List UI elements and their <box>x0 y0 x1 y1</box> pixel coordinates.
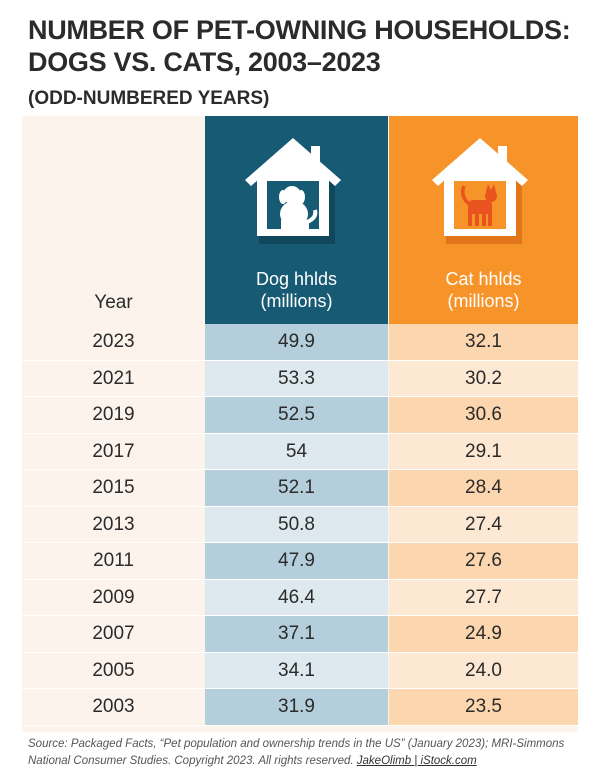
table-row: 2023 49.9 32.1 <box>22 324 578 361</box>
dog-value-cell: 34.1 <box>205 652 388 689</box>
table-row: 2009 46.4 27.7 <box>22 579 578 616</box>
year-cell: 2017 <box>22 433 205 470</box>
title-line-1: NUMBER OF PET-OWNING HOUSEHOLDS: <box>28 15 571 45</box>
row-divider <box>22 359 578 361</box>
cat-value-cell: 27.4 <box>389 506 578 543</box>
year-cell: 2007 <box>22 616 205 653</box>
dog-value-cell: 50.8 <box>205 506 388 543</box>
cat-value-cell: 30.6 <box>389 397 578 434</box>
header-cat-line-2: (millions) <box>447 291 520 311</box>
row-divider <box>22 615 578 616</box>
title-line-2: DOGS VS. CATS, 2003–2023 <box>28 47 381 77</box>
year-cell: 2015 <box>22 470 205 507</box>
cat-value-cell: 27.6 <box>389 543 578 580</box>
cat-value-cell: 27.7 <box>389 579 578 616</box>
dog-value-cell: 46.4 <box>205 579 388 616</box>
year-cell: 2011 <box>22 543 205 580</box>
cat-value-cell: 24.0 <box>389 652 578 689</box>
year-cell: 2003 <box>22 689 205 726</box>
year-cell: 2013 <box>22 506 205 543</box>
table-row: 2017 54 29.1 <box>22 433 578 470</box>
dog-value-cell: 53.3 <box>205 360 388 397</box>
cat-value-cell: 30.2 <box>389 360 578 397</box>
table-row: 2021 53.3 30.2 <box>22 360 578 397</box>
header-cat-column: Cat hhlds (millions) <box>389 116 578 324</box>
dog-value-cell: 31.9 <box>205 689 388 726</box>
year-cell: 2005 <box>22 652 205 689</box>
cat-value-cell: 32.1 <box>389 324 578 361</box>
cat-value-cell: 24.9 <box>389 616 578 653</box>
header-dog-label: Dog hhlds (millions) <box>205 268 388 312</box>
dog-value-cell: 52.5 <box>205 397 388 434</box>
table-row: 2011 47.9 27.6 <box>22 543 578 580</box>
dog-house-icon <box>244 138 341 244</box>
table-row: 2013 50.8 27.4 <box>22 506 578 543</box>
header-dog-line-1: Dog hhlds <box>255 269 338 289</box>
year-cell: 2023 <box>22 324 205 361</box>
table-body: 2023 49.9 32.1 2021 53.3 30.2 2019 52.5 30.6 2017… <box>22 324 578 726</box>
dog-value-cell: 52.1 <box>205 470 388 507</box>
header-dog-column: Dog hhlds (millions) <box>205 116 388 324</box>
image-credit: JakeOlimb | iStock.com <box>356 755 477 767</box>
cat-value-cell: 28.4 <box>389 470 578 507</box>
header-cat-line-1: Cat hhlds <box>445 269 522 289</box>
cat-house-icon <box>431 138 528 244</box>
table-row: 2007 37.1 24.9 <box>22 616 578 653</box>
row-divider <box>22 432 578 434</box>
year-cell: 2021 <box>22 360 205 397</box>
row-divider <box>22 688 578 689</box>
row-divider <box>22 578 578 580</box>
header-year: Year <box>94 292 133 313</box>
table-row: 2015 52.1 28.4 <box>22 470 578 507</box>
header-cat-label: Cat hhlds (millions) <box>389 268 578 312</box>
year-cell: 2009 <box>22 579 205 616</box>
table-row: 2019 52.5 30.6 <box>22 397 578 434</box>
header-dog-line-2: (millions) <box>260 291 333 311</box>
dog-value-cell: 49.9 <box>205 324 388 361</box>
chart-title: NUMBER OF PET-OWNING HOUSEHOLDS: DOGS VS… <box>28 14 588 78</box>
chart-subtitle: (ODD-NUMBERED YEARS) <box>28 88 270 109</box>
source-note: Source: Packaged Facts, “Pet population … <box>28 736 584 770</box>
row-divider <box>22 542 578 543</box>
source-text: Source: Packaged Facts, “Pet population … <box>28 738 565 767</box>
table-row: 2005 34.1 24.0 <box>22 652 578 689</box>
cat-value-cell: 29.1 <box>389 433 578 470</box>
row-divider <box>22 396 578 397</box>
cat-value-cell: 23.5 <box>389 689 578 726</box>
dog-value-cell: 37.1 <box>205 616 388 653</box>
year-cell: 2019 <box>22 397 205 434</box>
dog-value-cell: 47.9 <box>205 543 388 580</box>
table-row: 2003 31.9 23.5 <box>22 689 578 726</box>
data-table: Year Dog hhlds (millions) <box>22 116 578 732</box>
row-divider <box>22 505 578 507</box>
row-divider <box>22 724 578 726</box>
dog-value-cell: 54 <box>205 433 388 470</box>
row-divider <box>22 469 578 470</box>
row-divider <box>22 651 578 653</box>
